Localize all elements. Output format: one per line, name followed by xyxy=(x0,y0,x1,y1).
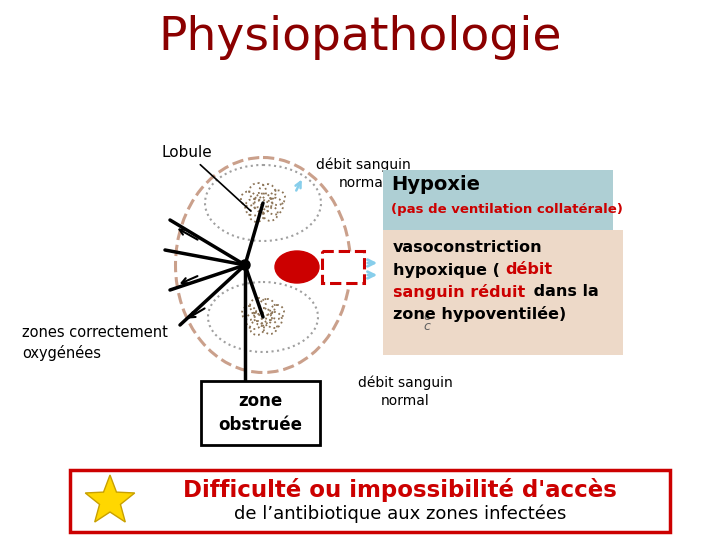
Text: (pas de ventilation collatérale): (pas de ventilation collatérale) xyxy=(391,204,623,217)
FancyBboxPatch shape xyxy=(70,470,670,532)
Text: Lobule: Lobule xyxy=(161,145,251,211)
Text: dans la: dans la xyxy=(528,285,599,300)
FancyBboxPatch shape xyxy=(201,381,320,445)
Text: c: c xyxy=(423,321,431,334)
FancyBboxPatch shape xyxy=(383,170,613,230)
Text: zones correctement
oxygénées: zones correctement oxygénées xyxy=(22,325,168,361)
Text: Difficulté ou impossibilité d'accès: Difficulté ou impossibilité d'accès xyxy=(183,478,617,502)
Circle shape xyxy=(240,260,250,270)
Text: de l’antibiotique aux zones infectées: de l’antibiotique aux zones infectées xyxy=(234,505,566,523)
Text: Hypoxie: Hypoxie xyxy=(391,174,480,193)
Text: c: c xyxy=(423,310,431,323)
Text: zone
obstruée: zone obstruée xyxy=(218,392,302,434)
Text: hypoxique (: hypoxique ( xyxy=(393,262,500,278)
Text: débit: débit xyxy=(505,262,552,278)
FancyBboxPatch shape xyxy=(322,251,364,283)
Polygon shape xyxy=(85,475,135,522)
Text: débit sanguin
normal: débit sanguin normal xyxy=(315,157,410,190)
FancyBboxPatch shape xyxy=(383,230,623,355)
Text: sanguin réduit: sanguin réduit xyxy=(393,284,526,300)
Text: débit sanguin
normal: débit sanguin normal xyxy=(358,375,452,408)
Ellipse shape xyxy=(275,251,319,283)
Text: Physiopathologie: Physiopathologie xyxy=(158,16,562,60)
Text: vasoconstriction: vasoconstriction xyxy=(393,240,543,255)
Text: zone hypoventilée): zone hypoventilée) xyxy=(393,306,566,322)
